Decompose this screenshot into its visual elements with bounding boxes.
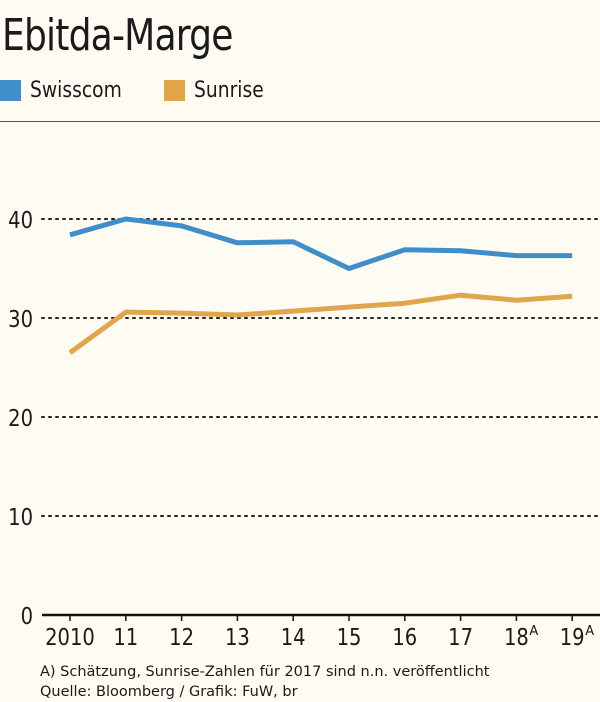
y-tick-label-10: 10 [8, 505, 33, 532]
x-tick-label-2010: 2010 [45, 625, 95, 652]
x-tick-label-14: 14 [281, 625, 306, 652]
x-tick-label-15: 15 [337, 625, 362, 652]
x-tick-label-11: 11 [113, 625, 138, 652]
header-divider [0, 121, 600, 122]
y-tick-label-0: 0 [21, 604, 33, 631]
footnote-estimate-note: A) Schätzung, Sunrise-Zahlen für 2017 si… [40, 664, 490, 680]
legend: Swisscom Sunrise [0, 78, 302, 103]
y-tick-label-40: 40 [8, 208, 33, 235]
x-tick-label-13: 13 [225, 625, 250, 652]
legend-swatch-sunrise [163, 80, 185, 101]
x-tick-label-19: 19 [560, 625, 585, 652]
chart-title: Ebitda-Marge [2, 10, 233, 61]
x-tick-superscript-19: A [585, 624, 594, 639]
x-tick-label-16: 16 [392, 625, 417, 652]
legend-label-sunrise: Sunrise [193, 78, 264, 103]
y-tick-label-20: 20 [8, 406, 33, 433]
legend-item-sunrise: Sunrise [163, 78, 276, 103]
series-line-sunrise [68, 292, 573, 355]
y-tick-label-30: 30 [8, 307, 33, 334]
legend-item-swisscom: Swisscom [0, 78, 138, 103]
footnote-source: Quelle: Bloomberg / Grafik: FuW, br [40, 684, 298, 700]
x-tick-superscript-18: A [529, 624, 538, 639]
legend-label-swisscom: Swisscom [30, 78, 122, 103]
footnote: A) Schätzung, Sunrise-Zahlen für 2017 si… [40, 662, 489, 702]
series-line-swisscom [69, 216, 573, 271]
x-tick-label-17: 17 [448, 625, 473, 652]
x-tick-label-18: 18 [504, 625, 529, 652]
legend-swatch-swisscom [0, 80, 21, 101]
x-tick-label-12: 12 [169, 625, 194, 652]
